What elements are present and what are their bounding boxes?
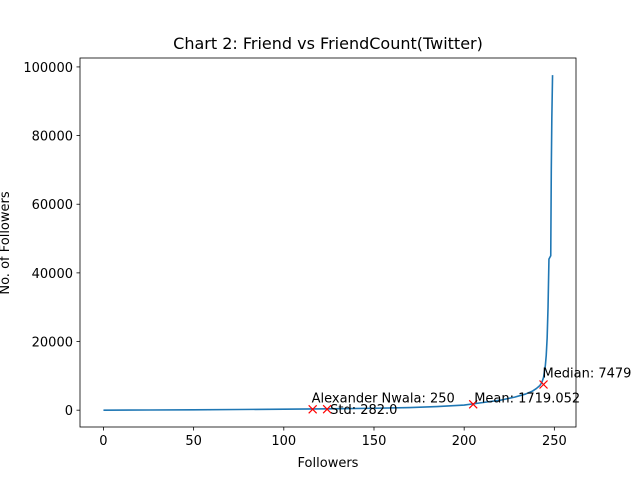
y-tick-label: 0 bbox=[65, 404, 73, 419]
x-tick-label: 150 bbox=[362, 434, 387, 449]
x-tick-label: 250 bbox=[542, 434, 567, 449]
y-tick-label: 80000 bbox=[32, 130, 73, 145]
x-axis-title: Followers bbox=[298, 456, 359, 471]
y-tick-label: 100000 bbox=[23, 61, 73, 76]
marker-point bbox=[308, 404, 318, 414]
x-tick-label: 100 bbox=[271, 434, 296, 449]
marker-x-stroke bbox=[539, 380, 548, 389]
chart-title: Chart 2: Friend vs FriendCount(Twitter) bbox=[173, 34, 483, 53]
annotation-label: Alexander Nwala: 250 bbox=[312, 391, 455, 406]
marker-x-stroke bbox=[468, 399, 478, 409]
y-tick-label: 40000 bbox=[32, 267, 73, 282]
y-axis-title: No. of Followers bbox=[0, 191, 13, 294]
marker-point bbox=[322, 404, 332, 414]
axes-frame bbox=[79, 57, 577, 428]
annotation-label: Mean: 1719.052 bbox=[474, 391, 580, 406]
annotation-label: Median: 7479 bbox=[543, 367, 632, 382]
marker-point bbox=[539, 380, 548, 389]
marker-x-stroke bbox=[308, 404, 318, 414]
plot-area: 0 50 100 150 200 250 0 20000 40000 60000 80000 1000… bbox=[23, 57, 632, 449]
x-tick-label: 50 bbox=[185, 434, 202, 449]
x-tick-label: 200 bbox=[452, 434, 477, 449]
y-tick-label: 20000 bbox=[32, 336, 73, 351]
x-tick-label: 0 bbox=[99, 434, 107, 449]
annotation-label: Std: 282.0 bbox=[330, 403, 397, 418]
marker-point bbox=[468, 399, 478, 409]
marker-x-stroke bbox=[322, 404, 332, 414]
y-tick-label: 60000 bbox=[32, 198, 73, 213]
